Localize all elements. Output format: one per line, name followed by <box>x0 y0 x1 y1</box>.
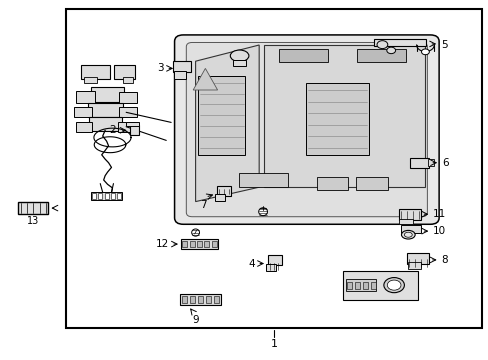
Bar <box>181 239 218 249</box>
Bar <box>76 122 92 132</box>
Text: 10: 10 <box>432 226 446 236</box>
Text: 5: 5 <box>440 40 447 50</box>
Bar <box>173 71 185 79</box>
Bar <box>316 177 348 190</box>
Bar <box>204 241 209 247</box>
Text: 12: 12 <box>156 239 169 249</box>
Text: 4: 4 <box>248 258 255 269</box>
Bar <box>356 49 405 62</box>
Bar <box>182 296 186 303</box>
Bar <box>346 282 351 289</box>
Bar <box>238 173 287 187</box>
Bar <box>211 241 216 247</box>
Bar <box>407 253 428 264</box>
Bar <box>346 279 375 291</box>
Bar <box>407 262 420 269</box>
Ellipse shape <box>191 229 199 236</box>
Bar <box>197 241 202 247</box>
Bar <box>66 9 481 328</box>
Bar <box>98 193 102 199</box>
Bar <box>198 296 203 303</box>
Bar <box>83 77 97 83</box>
Ellipse shape <box>401 230 414 239</box>
Bar <box>216 186 231 196</box>
Bar <box>305 83 368 155</box>
Text: 8: 8 <box>441 255 447 265</box>
Text: 13: 13 <box>27 216 40 226</box>
Bar <box>91 87 124 102</box>
Bar <box>189 241 194 247</box>
Ellipse shape <box>404 232 411 237</box>
Text: 3: 3 <box>156 63 163 73</box>
Bar <box>119 92 137 103</box>
Bar <box>87 103 122 117</box>
Bar <box>74 107 92 117</box>
Polygon shape <box>193 68 217 90</box>
Ellipse shape <box>376 41 387 49</box>
Polygon shape <box>264 45 425 187</box>
Text: 7: 7 <box>200 200 206 210</box>
Bar <box>172 61 191 72</box>
Bar <box>180 294 220 305</box>
Bar <box>118 122 134 132</box>
Bar <box>214 296 219 303</box>
Bar <box>104 193 108 199</box>
FancyBboxPatch shape <box>186 42 427 217</box>
Bar <box>92 193 96 199</box>
Bar <box>342 271 418 300</box>
Ellipse shape <box>258 208 267 216</box>
Bar <box>265 264 276 271</box>
Bar <box>232 60 246 66</box>
Bar <box>374 39 425 46</box>
Bar <box>119 107 137 117</box>
Bar <box>355 177 386 190</box>
Text: 1: 1 <box>270 339 277 349</box>
Bar <box>354 282 359 289</box>
Bar <box>111 193 115 199</box>
Bar <box>18 202 48 214</box>
Ellipse shape <box>386 47 395 54</box>
Text: 9: 9 <box>192 315 199 325</box>
Bar <box>409 158 428 168</box>
FancyBboxPatch shape <box>174 35 438 224</box>
Bar <box>88 117 122 131</box>
Bar <box>125 122 139 126</box>
Bar <box>267 255 281 265</box>
Bar <box>214 194 225 201</box>
Bar <box>198 76 244 155</box>
Bar <box>117 193 121 199</box>
Bar <box>129 125 139 135</box>
Ellipse shape <box>421 49 428 55</box>
Bar <box>398 219 412 224</box>
Ellipse shape <box>230 50 248 62</box>
Text: 11: 11 <box>432 209 446 219</box>
Bar <box>205 296 211 303</box>
Bar <box>370 282 375 289</box>
Bar <box>76 91 95 103</box>
Bar <box>122 77 133 83</box>
Ellipse shape <box>383 278 404 293</box>
Bar <box>398 209 420 220</box>
Bar <box>400 225 420 233</box>
Bar <box>278 49 327 62</box>
Polygon shape <box>195 45 259 202</box>
Bar <box>427 159 433 166</box>
Bar <box>189 296 194 303</box>
Bar <box>91 192 122 200</box>
Text: 2: 2 <box>109 125 116 135</box>
Bar <box>81 65 109 79</box>
Ellipse shape <box>386 280 400 290</box>
Bar <box>114 65 135 79</box>
Bar <box>362 282 367 289</box>
Bar <box>182 241 187 247</box>
Text: 6: 6 <box>441 158 448 168</box>
